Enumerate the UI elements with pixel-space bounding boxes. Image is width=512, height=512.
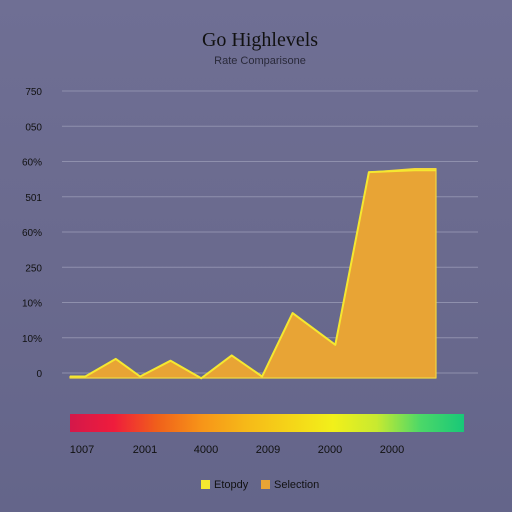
series-layer bbox=[69, 168, 437, 380]
y-tick-label: 60% bbox=[22, 228, 42, 239]
chart-title: Go Highlevels bbox=[202, 29, 318, 51]
x-tick-label: 2000 bbox=[380, 444, 404, 456]
series-area-selection bbox=[69, 168, 437, 379]
legend-label: Selection bbox=[274, 479, 319, 491]
chart-subtitle: Rate Comparisone bbox=[214, 55, 306, 67]
grid-lines bbox=[62, 90, 478, 374]
legend-swatch bbox=[261, 480, 270, 489]
y-tick-label: 60% bbox=[22, 158, 42, 169]
legend-label: Etopdy bbox=[214, 479, 249, 491]
legend: Etopdy Selection bbox=[201, 479, 319, 491]
y-tick-label: 750 bbox=[25, 87, 42, 98]
y-axis-ticks: 0 10% 10% 250 60% 501 60% 050 750 bbox=[22, 87, 42, 380]
x-tick-label: 2001 bbox=[133, 444, 157, 456]
y-tick-label: 250 bbox=[25, 263, 42, 274]
x-tick-label: 2009 bbox=[256, 444, 280, 456]
y-tick-label: 10% bbox=[22, 299, 42, 310]
color-bar bbox=[70, 414, 464, 432]
y-tick-label: 10% bbox=[22, 334, 42, 345]
x-axis-ticks: 1007 2001 4000 2009 2000 2000 bbox=[70, 444, 404, 456]
y-tick-label: 050 bbox=[25, 122, 42, 133]
x-tick-label: 4000 bbox=[194, 444, 218, 456]
color-bar-rect bbox=[70, 414, 464, 432]
x-tick-label: 2000 bbox=[318, 444, 342, 456]
y-tick-label: 501 bbox=[25, 193, 42, 204]
y-tick-label: 0 bbox=[36, 369, 42, 380]
series-line-etopdy bbox=[70, 169, 436, 380]
x-tick-label: 1007 bbox=[70, 444, 94, 456]
legend-swatch bbox=[201, 480, 210, 489]
